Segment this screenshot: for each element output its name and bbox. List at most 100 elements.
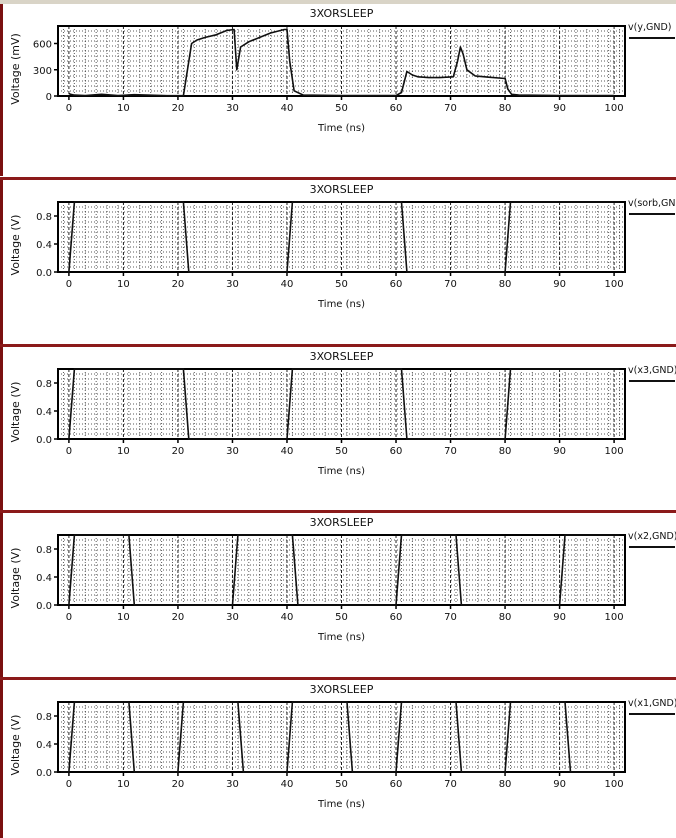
y-tick-label: 0.8 [36,379,52,390]
chart-panel-4: 3XORSLEEP 0 10 20 30 40 50 60 70 80 90 100 0.0 0.4 0.8… [0,513,676,677]
x-axis-label: Time (ns) [317,123,365,134]
x-tick-label: 90 [553,779,566,790]
chart-title: 3XORSLEEP [310,7,374,20]
x-tick-label: 80 [499,612,512,623]
x-tick-label: 0 [66,279,72,290]
x-tick-label: 40 [281,612,294,623]
y-axis-label: Voltage (V) [9,548,22,609]
panel-separator [0,177,676,180]
y-tick-label: 0.8 [36,212,52,223]
x-tick-label: 90 [553,446,566,457]
y-tick-label: 0.0 [36,768,52,779]
chart-svg-5: 3XORSLEEP 0 10 20 30 40 50 60 70 80 90 100 0.0 0.4 0.8… [9,683,676,810]
legend-label: v(y,GND) [628,22,671,33]
x-tick-label: 70 [444,446,457,457]
x-tick-label: 30 [226,612,239,623]
series-line-v(x2,GND) [60,534,620,606]
y-tick-label: 0.4 [36,573,52,584]
x-tick-label: 60 [390,779,403,790]
y-tick-label: 0.0 [36,601,52,612]
x-tick-label: 40 [281,103,294,114]
y-tick-label: 0 [46,92,52,103]
x-tick-label: 50 [335,779,348,790]
x-tick-label: 60 [390,446,403,457]
y-axis-label: Voltage (V) [9,382,22,443]
series-line-v(y,GND) [68,28,615,97]
x-tick-label: 0 [66,779,72,790]
x-tick-label: 0 [66,612,72,623]
x-axis-label: Time (ns) [317,632,365,643]
x-tick-label: 0 [66,446,72,457]
y-tick-label: 0.0 [36,435,52,446]
y-axis-label: Voltage (V) [9,215,22,276]
y-tick-label: 0.8 [36,545,52,556]
series-line-v(x1,GND) [60,701,620,773]
chart-svg-1: 3XORSLEEP 0 10 20 30 40 50 60 70 80 90 100 0 300 600 Ti… [9,7,675,134]
x-tick-label: 10 [117,103,130,114]
series-line-v(x3,GND) [60,368,620,440]
chart-panel-1: 3XORSLEEP 0 10 20 30 40 50 60 70 80 90 100 0 300 600 Ti… [0,4,676,176]
x-tick-label: 60 [390,612,403,623]
plot-grid [58,202,625,272]
y-tick-label: 0.4 [36,240,52,251]
x-tick-label: 100 [605,446,624,457]
chart-svg-4: 3XORSLEEP 0 10 20 30 40 50 60 70 80 90 100 0.0 0.4 0.8… [9,516,676,643]
chart-svg-3: 3XORSLEEP 0 10 20 30 40 50 60 70 80 90 100 0.0 0.4 0.8… [9,350,676,477]
legend-label: v(x2,GND) [628,531,676,542]
x-tick-label: 10 [117,446,130,457]
x-tick-label: 40 [281,779,294,790]
x-tick-label: 50 [335,446,348,457]
chart-title: 3XORSLEEP [310,516,374,529]
x-tick-label: 10 [117,779,130,790]
x-tick-label: 60 [390,279,403,290]
x-tick-label: 100 [605,779,624,790]
x-axis-label: Time (ns) [317,466,365,477]
plot-grid [58,369,625,439]
x-tick-label: 10 [117,279,130,290]
plot-grid [58,535,625,605]
series-line-v(sorb,GND) [60,201,620,273]
x-tick-label: 30 [226,279,239,290]
x-axis-label: Time (ns) [317,799,365,810]
x-tick-label: 90 [553,103,566,114]
chart-svg-2: 3XORSLEEP 0 10 20 30 40 50 60 70 80 90 100 0.0 0.4 0.8… [9,183,676,310]
x-tick-label: 70 [444,779,457,790]
y-tick-label: 600 [33,40,52,51]
x-tick-label: 60 [390,103,403,114]
y-tick-label: 0.4 [36,407,52,418]
legend-label: v(sorb,GND) [628,198,676,209]
x-tick-label: 80 [499,779,512,790]
chart-title: 3XORSLEEP [310,183,374,196]
x-tick-label: 90 [553,279,566,290]
chart-panel-5: 3XORSLEEP 0 10 20 30 40 50 60 70 80 90 100 0.0 0.4 0.8… [0,680,676,838]
x-tick-label: 100 [605,279,624,290]
y-tick-label: 0.8 [36,712,52,723]
x-tick-label: 70 [444,612,457,623]
y-tick-label: 300 [33,66,52,77]
x-tick-label: 80 [499,279,512,290]
x-tick-label: 70 [444,279,457,290]
x-tick-label: 50 [335,103,348,114]
x-tick-label: 20 [172,779,185,790]
plot-grid [58,702,625,772]
x-tick-label: 80 [499,446,512,457]
chart-panel-2: 3XORSLEEP 0 10 20 30 40 50 60 70 80 90 100 0.0 0.4 0.8… [0,180,676,344]
chart-title: 3XORSLEEP [310,350,374,363]
x-tick-label: 30 [226,446,239,457]
x-tick-label: 100 [605,103,624,114]
window-top-edge [0,0,676,4]
x-tick-label: 100 [605,612,624,623]
panel-separator [0,344,676,347]
legend-label: v(x1,GND) [628,698,676,709]
chart-panel-3: 3XORSLEEP 0 10 20 30 40 50 60 70 80 90 100 0.0 0.4 0.8… [0,347,676,510]
y-tick-label: 0.4 [36,740,52,751]
x-tick-label: 30 [226,103,239,114]
plot-grid [58,26,625,96]
x-tick-label: 70 [444,103,457,114]
panel-separator [0,510,676,513]
x-tick-label: 20 [172,103,185,114]
x-tick-label: 40 [281,279,294,290]
y-axis-label: Voltage (V) [9,715,22,776]
x-tick-label: 0 [66,103,72,114]
